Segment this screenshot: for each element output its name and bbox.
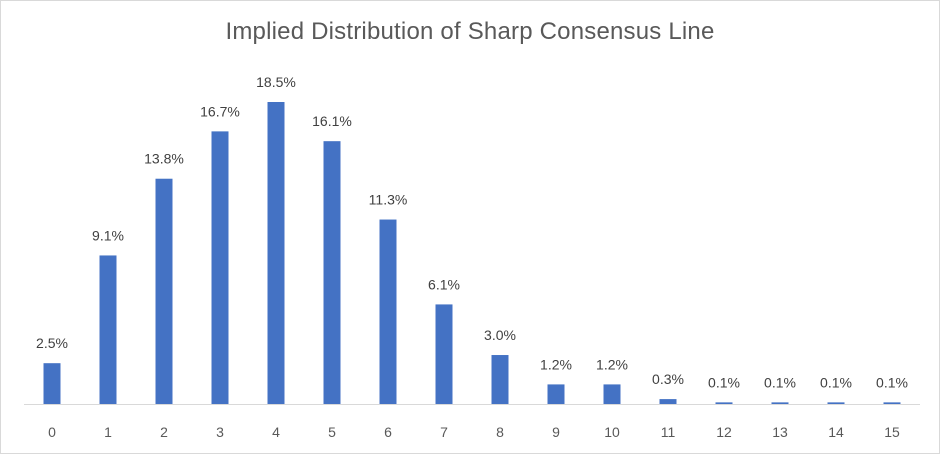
data-label-8: 3.0% xyxy=(484,327,516,343)
x-tick-label-1: 1 xyxy=(104,424,112,440)
bar-9 xyxy=(547,384,565,404)
bar-8 xyxy=(491,355,509,404)
x-tick-label-14: 14 xyxy=(828,424,844,440)
x-tick-label-5: 5 xyxy=(328,424,336,440)
x-tick-label-9: 9 xyxy=(552,424,560,440)
x-tick-label-12: 12 xyxy=(716,424,732,440)
bar-10 xyxy=(603,384,621,404)
bar-11 xyxy=(659,399,677,404)
x-tick-label-4: 4 xyxy=(272,424,280,440)
data-label-3: 16.7% xyxy=(200,103,240,119)
bar-5 xyxy=(323,141,341,404)
data-label-9: 1.2% xyxy=(540,356,572,372)
data-label-14: 0.1% xyxy=(820,374,852,390)
bar-15 xyxy=(883,402,901,404)
x-tick-label-11: 11 xyxy=(661,424,676,440)
x-tick-label-6: 6 xyxy=(384,424,392,440)
data-label-11: 0.3% xyxy=(652,371,684,387)
data-label-6: 11.3% xyxy=(369,192,408,208)
x-tick-label-3: 3 xyxy=(216,424,224,440)
x-tick-labels-layer: 0 1 2 3 4 5 6 7 8 9 10 11 12 13 14 15 xyxy=(48,424,900,440)
x-tick-label-8: 8 xyxy=(496,424,504,440)
x-tick-label-13: 13 xyxy=(772,424,788,440)
data-label-2: 13.8% xyxy=(144,151,184,167)
data-label-13: 0.1% xyxy=(764,374,796,390)
chart-title: Implied Distribution of Sharp Consensus … xyxy=(225,18,715,45)
bar-1 xyxy=(99,255,117,404)
bar-14 xyxy=(827,402,845,404)
data-label-0: 2.5% xyxy=(36,335,68,351)
x-tick-label-7: 7 xyxy=(440,424,448,440)
data-labels-layer: 2.5% 9.1% 13.8% 16.7% 18.5% 16.1% 11.3% 6.1% 3.0… xyxy=(36,74,908,390)
bar-7 xyxy=(435,304,453,404)
bar-2 xyxy=(155,178,173,404)
data-label-7: 6.1% xyxy=(428,276,460,292)
data-label-1: 9.1% xyxy=(92,227,124,243)
bars-layer xyxy=(43,102,901,404)
x-tick-label-2: 2 xyxy=(160,424,168,440)
bar-13 xyxy=(771,402,789,404)
data-label-4: 18.5% xyxy=(256,74,296,90)
data-label-15: 0.1% xyxy=(876,374,908,390)
data-label-5: 16.1% xyxy=(312,113,352,129)
data-label-12: 0.1% xyxy=(708,374,740,390)
x-tick-label-10: 10 xyxy=(604,424,620,440)
bar-6 xyxy=(379,219,397,404)
bar-3 xyxy=(211,131,229,404)
bar-0 xyxy=(43,363,61,404)
x-tick-label-15: 15 xyxy=(884,424,900,440)
bar-12 xyxy=(715,402,733,404)
x-tick-label-0: 0 xyxy=(48,424,56,440)
bar-4 xyxy=(267,102,285,404)
data-label-10: 1.2% xyxy=(596,356,628,372)
